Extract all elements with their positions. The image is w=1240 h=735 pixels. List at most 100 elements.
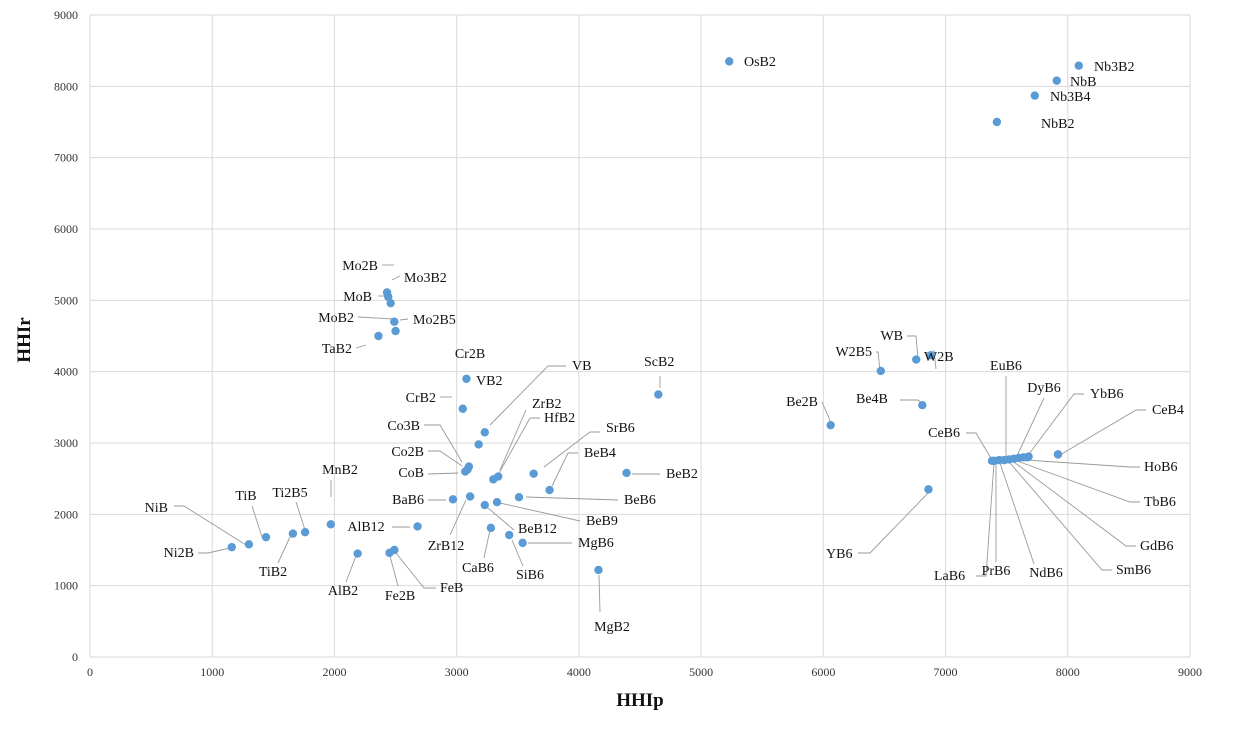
data-point [480, 428, 489, 437]
point-label: EuB6 [990, 359, 1022, 374]
data-point [474, 440, 483, 449]
data-point [1024, 452, 1033, 461]
data-point [448, 495, 458, 504]
leader-line [858, 490, 931, 554]
leader-line [598, 574, 601, 613]
point-label: SrB6 [606, 421, 635, 436]
point-label: Nb3B2 [1094, 60, 1134, 75]
data-point [458, 404, 467, 413]
point-label: W2B [924, 350, 954, 365]
point-label: NbB [1070, 75, 1096, 90]
point-label: HfB2 [544, 411, 575, 426]
point-label: OsB2 [744, 55, 776, 70]
data-point [926, 351, 936, 360]
leader-line [976, 462, 995, 577]
x-tick-labels: 0 1000 2000 3000 4000 5000 6000 7000 8000 9000 [87, 665, 1202, 679]
data-point [326, 520, 335, 529]
point-label: NiB [145, 501, 168, 516]
y-tick-label: 7000 [54, 151, 78, 165]
point-label: VB [572, 359, 591, 374]
point-label: ZrB2 [532, 397, 562, 412]
point-label: SmB6 [1116, 563, 1151, 578]
data-point [462, 374, 471, 383]
data-point [924, 485, 933, 494]
point-label: TiB [235, 489, 256, 504]
point-label: FeB [440, 581, 463, 596]
y-tick-label: 6000 [54, 222, 78, 236]
leader-line [499, 409, 527, 471]
leader-line [1025, 393, 1084, 459]
data-point [492, 498, 502, 507]
point-label: Mo2B5 [413, 313, 456, 328]
point-label: Mo3B2 [404, 271, 447, 286]
y-tick-label: 8000 [54, 79, 78, 93]
point-label: CeB4 [1152, 403, 1184, 418]
data-point [461, 467, 470, 476]
data-point [227, 542, 236, 552]
x-axis-title: HHIp [616, 690, 664, 711]
leader-line [395, 552, 436, 589]
point-label: Be4B [856, 392, 888, 407]
point-label: CaB6 [462, 561, 494, 576]
point-label: MoB [343, 290, 372, 305]
x-tick-label: 1000 [200, 665, 224, 679]
data-point [826, 420, 835, 430]
leader-line [1059, 409, 1146, 456]
y-tick-label: 3000 [54, 436, 78, 450]
point-label: NdB6 [1029, 566, 1062, 581]
data-point [545, 485, 554, 495]
leader-line [428, 450, 463, 467]
leader-line [907, 335, 919, 359]
leader-line [345, 555, 357, 583]
leader-line [1013, 461, 1136, 547]
data-point [1052, 76, 1061, 85]
data-point [505, 530, 514, 540]
leader-line [198, 547, 231, 554]
point-label: PrB6 [982, 564, 1011, 579]
point-label: BeB9 [586, 514, 618, 529]
leader-line [499, 502, 581, 522]
y-tick-label: 2000 [54, 507, 78, 521]
point-label: AlB2 [328, 584, 358, 599]
leader-line [483, 529, 491, 559]
data-point [391, 326, 400, 336]
data-point [1053, 450, 1063, 459]
point-label: CoB [398, 466, 424, 481]
point-label: YB6 [826, 547, 852, 562]
point-label: TbB6 [1144, 495, 1176, 510]
data-point [288, 529, 298, 538]
leader-line [876, 351, 881, 371]
point-label: Cr2B [455, 347, 485, 362]
point-label: SiB6 [516, 568, 544, 583]
point-label: ScB2 [644, 355, 674, 370]
leader-line [174, 505, 247, 546]
leader-line [277, 536, 291, 564]
leader-line [543, 431, 600, 468]
x-tick-label: 2000 [322, 665, 346, 679]
grid [89, 14, 1191, 658]
leader-line [399, 318, 409, 321]
leader-line [551, 452, 578, 487]
point-label: BeB4 [584, 446, 616, 461]
point-label: MnB2 [322, 463, 358, 478]
data-point [918, 400, 927, 410]
x-tick-label: 4000 [567, 665, 591, 679]
data-point [912, 355, 921, 364]
point-label: Ni2B [164, 546, 194, 561]
point-label: NbB2 [1041, 117, 1074, 132]
x-tick-label: 8000 [1056, 665, 1080, 679]
leader-line [449, 499, 467, 536]
data-point [390, 545, 399, 555]
point-label: YbB6 [1090, 387, 1123, 402]
point-label: LaB6 [934, 569, 965, 584]
point-label: DyB6 [1027, 381, 1060, 396]
data-point [384, 292, 393, 301]
x-tick-label: 5000 [689, 665, 713, 679]
leader-line [511, 539, 524, 567]
data-point [876, 366, 885, 376]
data-point [261, 532, 271, 542]
point-label: W2B5 [835, 345, 872, 360]
x-tick-label: 3000 [445, 665, 469, 679]
data-point [654, 390, 663, 399]
